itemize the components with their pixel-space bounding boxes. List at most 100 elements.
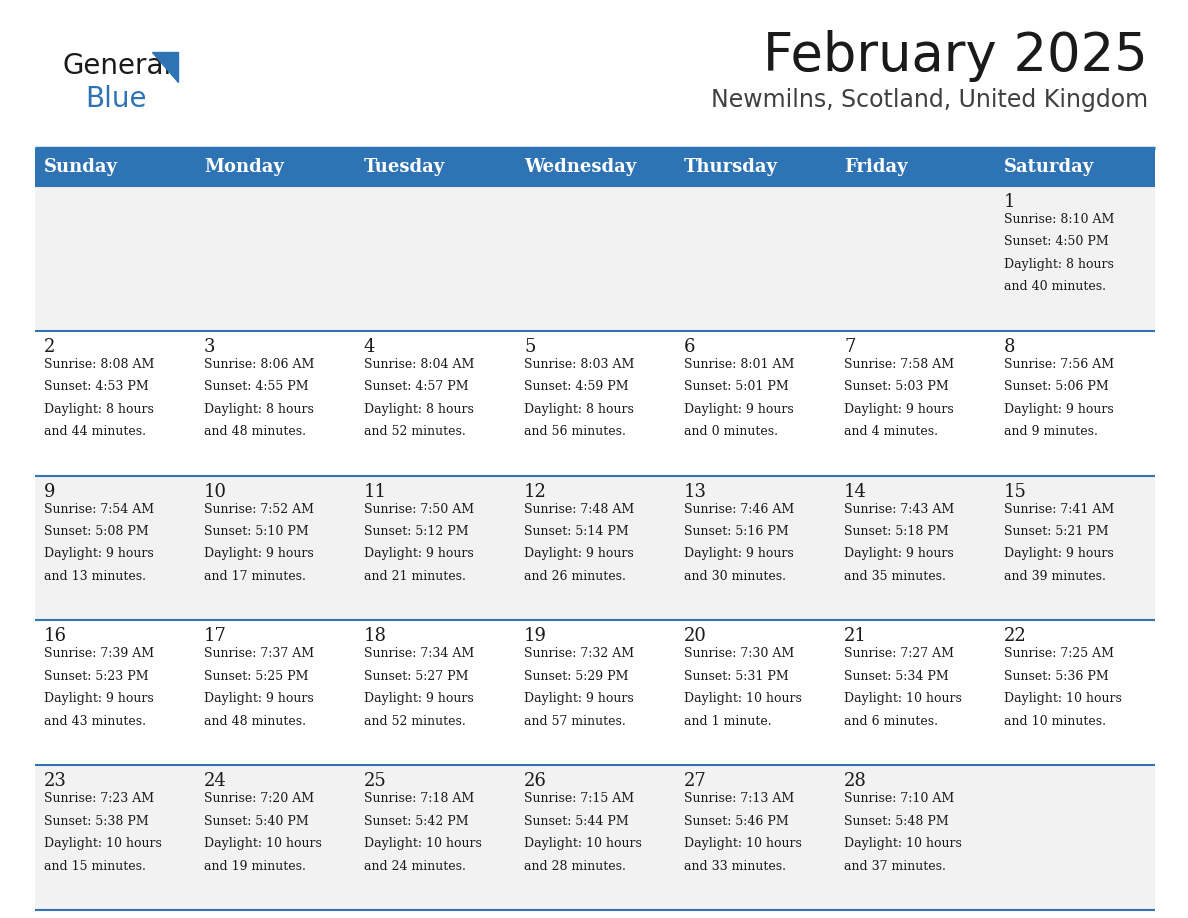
Text: 6: 6 — [684, 338, 695, 356]
Text: Sunset: 5:03 PM: Sunset: 5:03 PM — [843, 380, 949, 393]
Text: 17: 17 — [204, 627, 227, 645]
Text: Sunset: 5:44 PM: Sunset: 5:44 PM — [524, 814, 628, 828]
Text: and 1 minute.: and 1 minute. — [684, 715, 772, 728]
Text: Sunset: 4:57 PM: Sunset: 4:57 PM — [364, 380, 468, 393]
Text: Sunrise: 7:37 AM: Sunrise: 7:37 AM — [204, 647, 314, 660]
Text: and 15 minutes.: and 15 minutes. — [44, 859, 146, 872]
Text: 20: 20 — [684, 627, 707, 645]
Text: Wednesday: Wednesday — [524, 158, 637, 176]
Text: 2: 2 — [44, 338, 56, 356]
Bar — [34, 330, 1155, 476]
Text: Daylight: 8 hours: Daylight: 8 hours — [1004, 258, 1114, 271]
Text: 25: 25 — [364, 772, 387, 790]
Text: Sunset: 5:21 PM: Sunset: 5:21 PM — [1004, 525, 1108, 538]
Text: Sunset: 5:10 PM: Sunset: 5:10 PM — [204, 525, 309, 538]
Text: Daylight: 9 hours: Daylight: 9 hours — [684, 547, 794, 561]
Text: Saturday: Saturday — [1004, 158, 1094, 176]
Text: General: General — [62, 52, 171, 80]
Text: Sunrise: 7:15 AM: Sunrise: 7:15 AM — [524, 792, 634, 805]
Text: Sunset: 5:36 PM: Sunset: 5:36 PM — [1004, 670, 1108, 683]
Text: Sunrise: 8:03 AM: Sunrise: 8:03 AM — [524, 358, 634, 371]
Text: Daylight: 10 hours: Daylight: 10 hours — [843, 692, 962, 705]
Polygon shape — [152, 52, 178, 82]
Text: 1: 1 — [1004, 193, 1016, 211]
Text: Sunrise: 7:52 AM: Sunrise: 7:52 AM — [204, 502, 314, 516]
Text: Sunset: 5:16 PM: Sunset: 5:16 PM — [684, 525, 789, 538]
Text: Daylight: 9 hours: Daylight: 9 hours — [843, 547, 954, 561]
Text: and 10 minutes.: and 10 minutes. — [1004, 715, 1106, 728]
Text: and 52 minutes.: and 52 minutes. — [364, 425, 466, 438]
Text: Friday: Friday — [843, 158, 908, 176]
Text: 11: 11 — [364, 483, 387, 500]
Text: 7: 7 — [843, 338, 855, 356]
Text: 5: 5 — [524, 338, 536, 356]
Text: Daylight: 10 hours: Daylight: 10 hours — [204, 837, 322, 850]
Text: Sunset: 5:48 PM: Sunset: 5:48 PM — [843, 814, 949, 828]
Text: and 40 minutes.: and 40 minutes. — [1004, 280, 1106, 294]
Text: Sunset: 4:59 PM: Sunset: 4:59 PM — [524, 380, 628, 393]
Text: Sunrise: 7:56 AM: Sunrise: 7:56 AM — [1004, 358, 1114, 371]
Text: and 21 minutes.: and 21 minutes. — [364, 570, 466, 583]
Text: Sunset: 5:25 PM: Sunset: 5:25 PM — [204, 670, 309, 683]
Text: Daylight: 10 hours: Daylight: 10 hours — [684, 692, 802, 705]
Text: and 6 minutes.: and 6 minutes. — [843, 715, 939, 728]
Text: Sunset: 5:18 PM: Sunset: 5:18 PM — [843, 525, 949, 538]
Text: Sunset: 5:31 PM: Sunset: 5:31 PM — [684, 670, 789, 683]
Text: Blue: Blue — [86, 85, 146, 113]
Text: Daylight: 9 hours: Daylight: 9 hours — [204, 547, 314, 561]
Text: and 37 minutes.: and 37 minutes. — [843, 859, 946, 872]
Text: Sunset: 5:38 PM: Sunset: 5:38 PM — [44, 814, 148, 828]
Text: Daylight: 9 hours: Daylight: 9 hours — [524, 547, 633, 561]
Text: Sunset: 5:46 PM: Sunset: 5:46 PM — [684, 814, 789, 828]
Text: Sunset: 5:23 PM: Sunset: 5:23 PM — [44, 670, 148, 683]
Text: Sunrise: 7:23 AM: Sunrise: 7:23 AM — [44, 792, 154, 805]
Text: 3: 3 — [204, 338, 215, 356]
Text: and 35 minutes.: and 35 minutes. — [843, 570, 946, 583]
Text: Sunrise: 8:01 AM: Sunrise: 8:01 AM — [684, 358, 795, 371]
Text: Sunrise: 7:25 AM: Sunrise: 7:25 AM — [1004, 647, 1114, 660]
Text: Daylight: 10 hours: Daylight: 10 hours — [364, 837, 482, 850]
Text: Sunset: 5:40 PM: Sunset: 5:40 PM — [204, 814, 309, 828]
Text: 8: 8 — [1004, 338, 1016, 356]
Text: Sunrise: 7:18 AM: Sunrise: 7:18 AM — [364, 792, 474, 805]
Bar — [34, 476, 1155, 621]
Text: Daylight: 8 hours: Daylight: 8 hours — [44, 403, 154, 416]
Text: Thursday: Thursday — [684, 158, 778, 176]
Text: Sunrise: 7:30 AM: Sunrise: 7:30 AM — [684, 647, 795, 660]
Text: 26: 26 — [524, 772, 546, 790]
Text: Sunset: 5:14 PM: Sunset: 5:14 PM — [524, 525, 628, 538]
Text: and 39 minutes.: and 39 minutes. — [1004, 570, 1106, 583]
Text: Daylight: 10 hours: Daylight: 10 hours — [684, 837, 802, 850]
Text: and 13 minutes.: and 13 minutes. — [44, 570, 146, 583]
Text: and 9 minutes.: and 9 minutes. — [1004, 425, 1098, 438]
Text: Sunrise: 7:54 AM: Sunrise: 7:54 AM — [44, 502, 154, 516]
Text: 15: 15 — [1004, 483, 1026, 500]
Text: Sunrise: 7:20 AM: Sunrise: 7:20 AM — [204, 792, 314, 805]
Text: Daylight: 9 hours: Daylight: 9 hours — [44, 692, 153, 705]
Text: and 48 minutes.: and 48 minutes. — [204, 715, 307, 728]
Text: Sunrise: 7:10 AM: Sunrise: 7:10 AM — [843, 792, 954, 805]
Text: Sunset: 5:01 PM: Sunset: 5:01 PM — [684, 380, 789, 393]
Text: 12: 12 — [524, 483, 546, 500]
Text: Newmilns, Scotland, United Kingdom: Newmilns, Scotland, United Kingdom — [710, 88, 1148, 112]
Text: 21: 21 — [843, 627, 867, 645]
Text: Sunset: 5:06 PM: Sunset: 5:06 PM — [1004, 380, 1108, 393]
Text: Sunrise: 7:48 AM: Sunrise: 7:48 AM — [524, 502, 634, 516]
Text: and 0 minutes.: and 0 minutes. — [684, 425, 778, 438]
Text: 22: 22 — [1004, 627, 1026, 645]
Text: Daylight: 9 hours: Daylight: 9 hours — [843, 403, 954, 416]
Text: 4: 4 — [364, 338, 375, 356]
Text: 18: 18 — [364, 627, 387, 645]
Text: Sunset: 5:08 PM: Sunset: 5:08 PM — [44, 525, 148, 538]
Text: 9: 9 — [44, 483, 56, 500]
Text: and 19 minutes.: and 19 minutes. — [204, 859, 305, 872]
Text: Sunrise: 7:46 AM: Sunrise: 7:46 AM — [684, 502, 795, 516]
Text: 27: 27 — [684, 772, 707, 790]
Text: Sunrise: 8:08 AM: Sunrise: 8:08 AM — [44, 358, 154, 371]
Text: 23: 23 — [44, 772, 67, 790]
Text: Sunrise: 7:43 AM: Sunrise: 7:43 AM — [843, 502, 954, 516]
Text: Sunset: 5:27 PM: Sunset: 5:27 PM — [364, 670, 468, 683]
Text: Sunrise: 7:39 AM: Sunrise: 7:39 AM — [44, 647, 154, 660]
Text: Sunday: Sunday — [44, 158, 118, 176]
Text: Daylight: 9 hours: Daylight: 9 hours — [1004, 403, 1114, 416]
